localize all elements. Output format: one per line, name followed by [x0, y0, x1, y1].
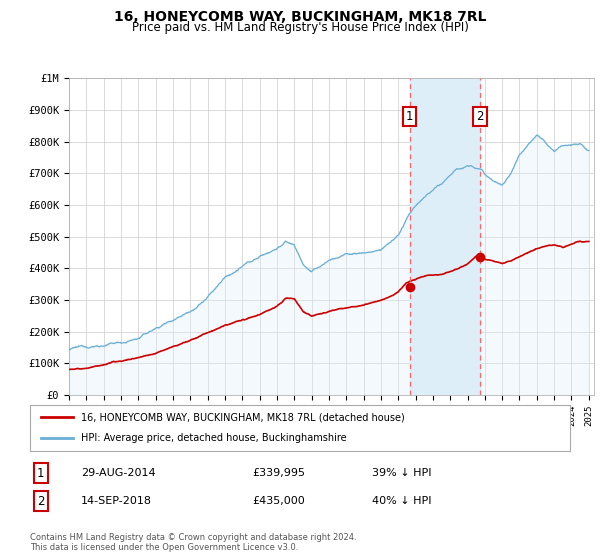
Text: 39% ↓ HPI: 39% ↓ HPI — [372, 468, 431, 478]
Text: 1: 1 — [37, 466, 44, 480]
Text: 2: 2 — [37, 494, 44, 508]
Text: 40% ↓ HPI: 40% ↓ HPI — [372, 496, 431, 506]
Text: Contains HM Land Registry data © Crown copyright and database right 2024.: Contains HM Land Registry data © Crown c… — [30, 533, 356, 542]
Text: HPI: Average price, detached house, Buckinghamshire: HPI: Average price, detached house, Buck… — [82, 433, 347, 444]
Text: This data is licensed under the Open Government Licence v3.0.: This data is licensed under the Open Gov… — [30, 543, 298, 552]
Bar — [410, 78, 480, 395]
Text: 16, HONEYCOMB WAY, BUCKINGHAM, MK18 7RL (detached house): 16, HONEYCOMB WAY, BUCKINGHAM, MK18 7RL … — [82, 412, 405, 422]
Text: £435,000: £435,000 — [252, 496, 305, 506]
Text: 14-SEP-2018: 14-SEP-2018 — [81, 496, 152, 506]
Text: £339,995: £339,995 — [252, 468, 305, 478]
Text: 29-AUG-2014: 29-AUG-2014 — [81, 468, 155, 478]
Text: 16, HONEYCOMB WAY, BUCKINGHAM, MK18 7RL: 16, HONEYCOMB WAY, BUCKINGHAM, MK18 7RL — [114, 10, 486, 24]
Text: 2: 2 — [476, 110, 484, 123]
Text: 1: 1 — [406, 110, 413, 123]
Text: Price paid vs. HM Land Registry's House Price Index (HPI): Price paid vs. HM Land Registry's House … — [131, 21, 469, 34]
